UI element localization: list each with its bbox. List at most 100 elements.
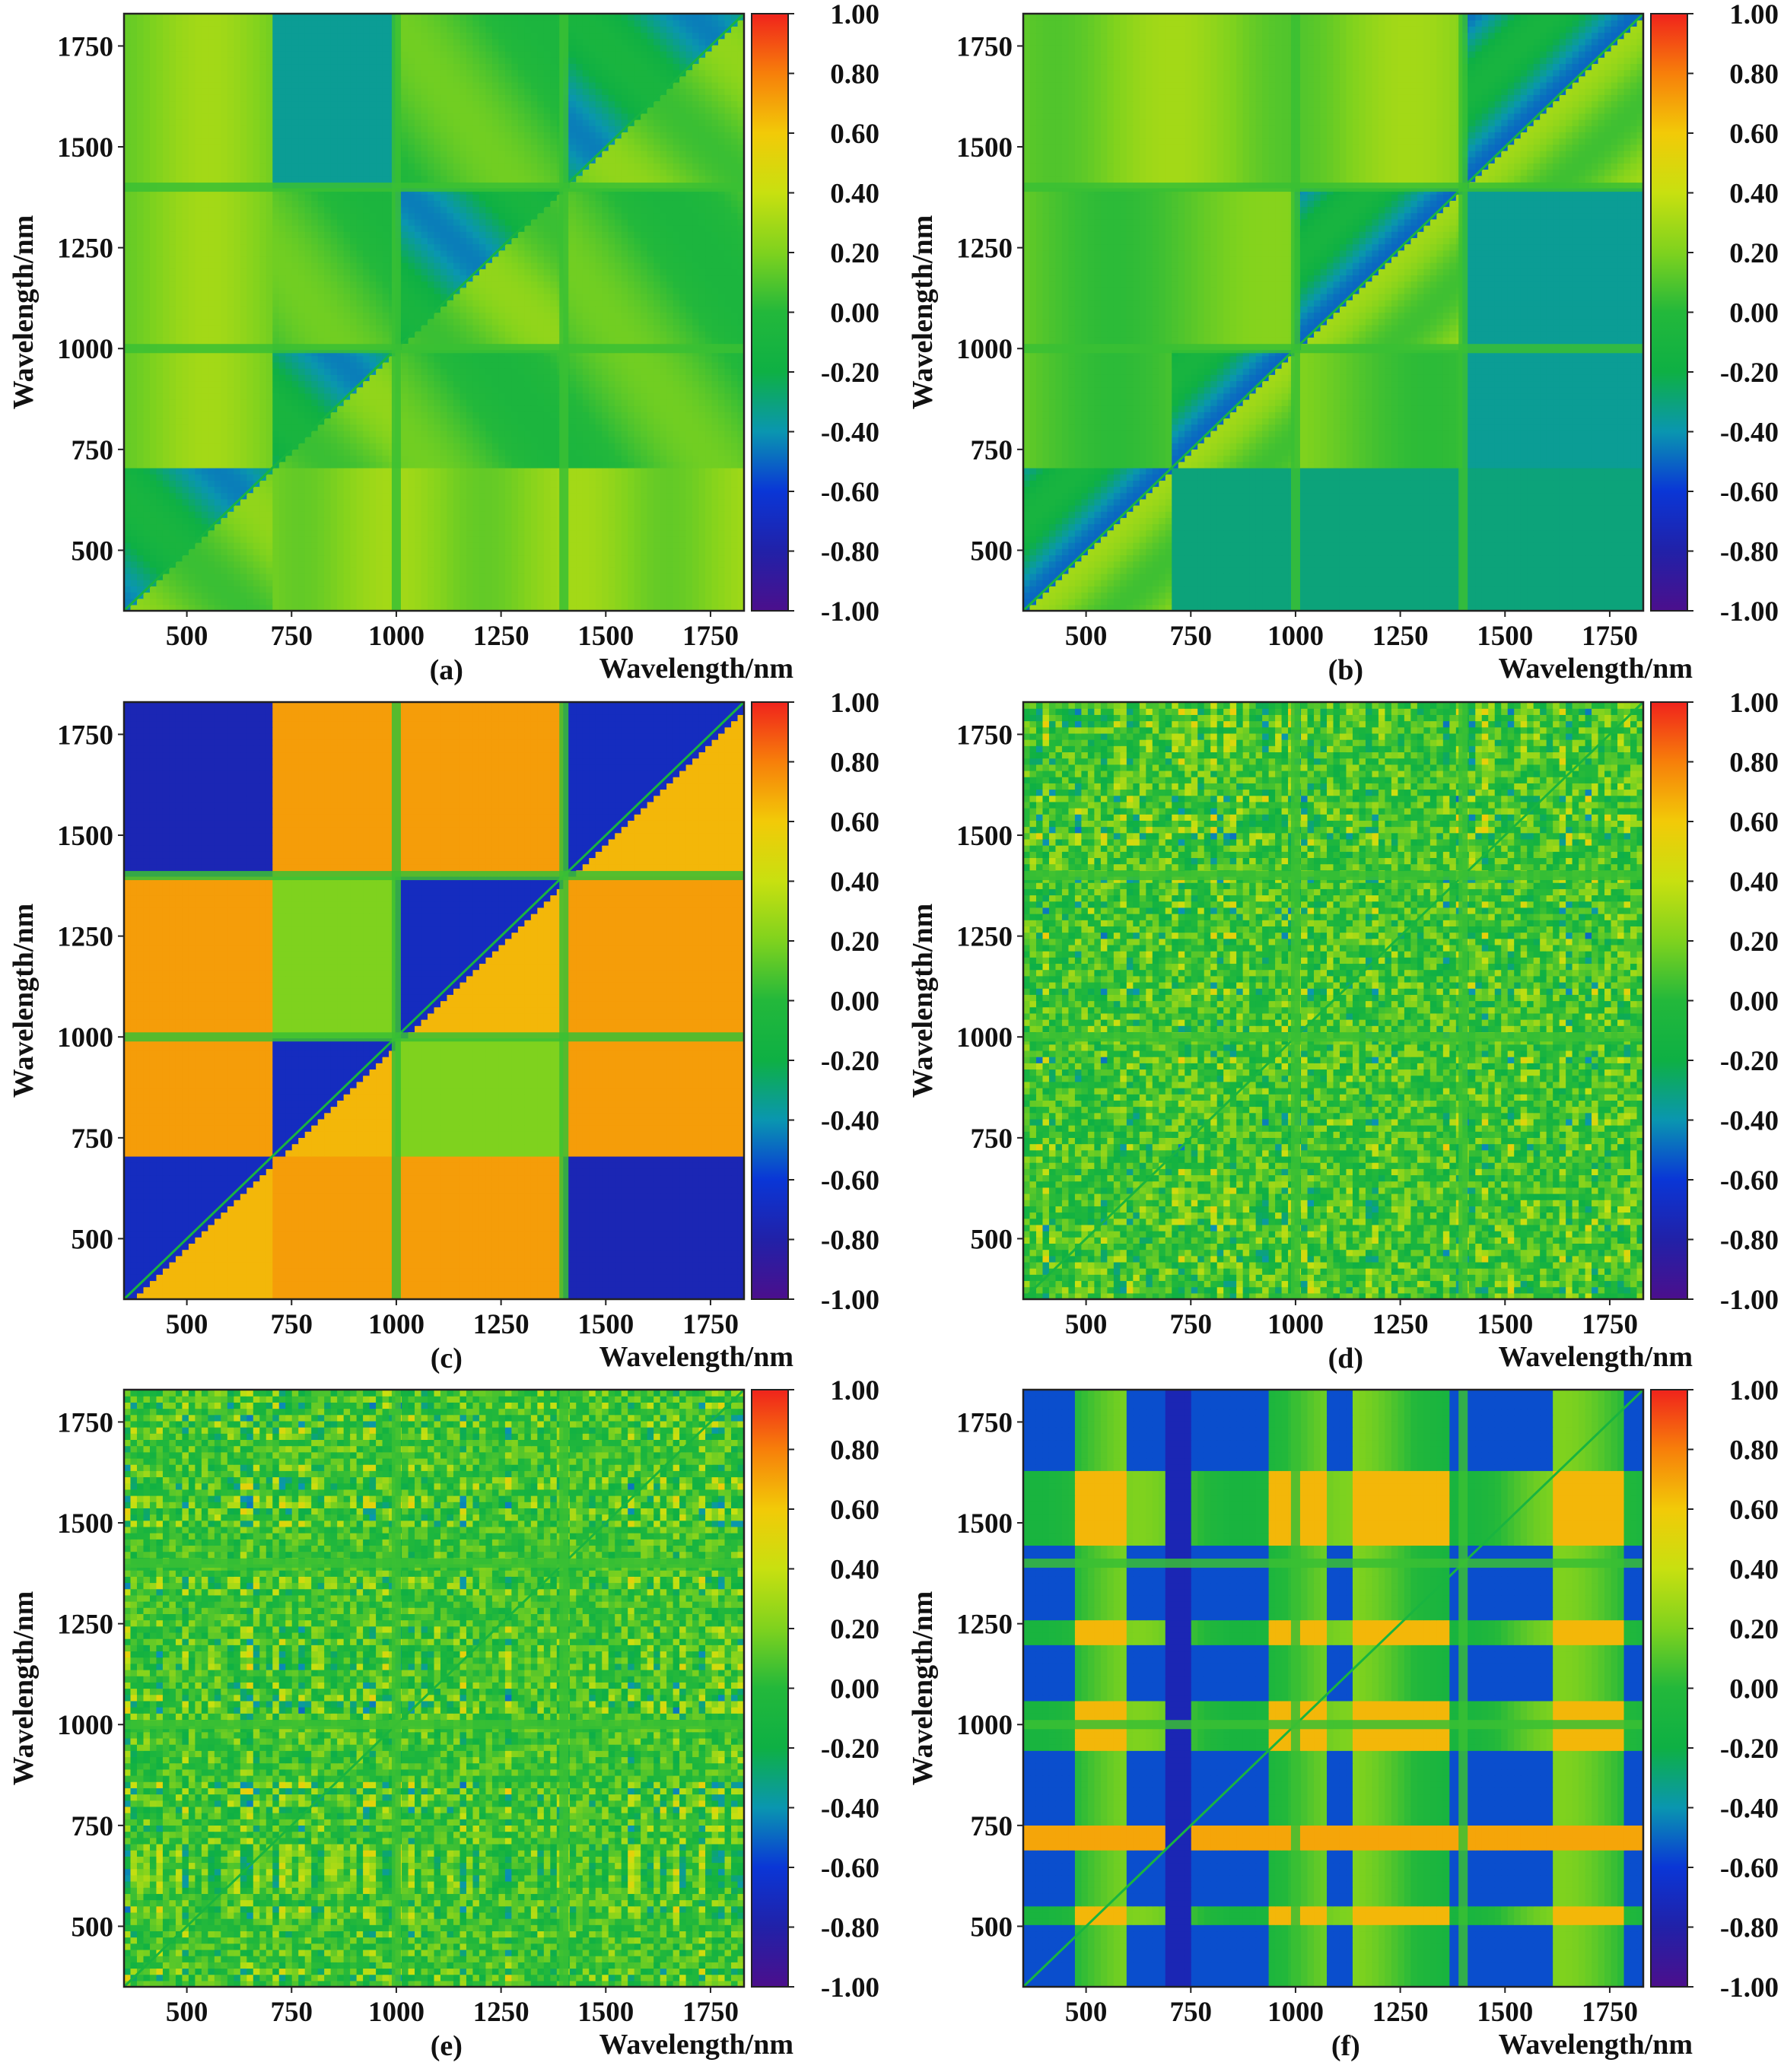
heatmap-cell	[602, 574, 609, 580]
heatmap-cell	[660, 586, 667, 593]
heatmap-cell	[434, 574, 441, 580]
heatmap-cell	[602, 586, 609, 593]
heatmap-cell	[298, 592, 305, 599]
heatmap-cell	[189, 599, 196, 605]
heatmap-cell	[202, 574, 208, 580]
heatmap-cell	[447, 592, 453, 599]
heatmap-cell	[537, 567, 544, 574]
heatmap-cell	[163, 580, 170, 586]
heatmap-cell	[357, 592, 364, 599]
heatmap-cell	[305, 599, 312, 605]
heatmap-cell	[266, 574, 273, 580]
heatmap-cell	[679, 567, 686, 574]
heatmap-cell	[202, 586, 208, 593]
heatmap-cell	[440, 586, 447, 593]
heatmap-cell	[156, 586, 163, 593]
heatmap-cell	[169, 580, 176, 586]
heatmap-cell	[350, 586, 357, 593]
heatmap-cell	[324, 599, 331, 605]
heatmap-cell	[718, 574, 725, 580]
heatmap-cell	[531, 586, 538, 593]
heatmap-cell	[357, 580, 364, 586]
heatmap-cell	[518, 592, 525, 599]
heatmap-cell	[363, 599, 370, 605]
heatmap-cell	[259, 580, 266, 586]
heatmap-cell	[415, 574, 421, 580]
heatmap-cell	[409, 574, 415, 580]
heatmap-cell	[686, 592, 693, 599]
heatmap-cell	[589, 592, 596, 599]
heatmap-cell	[383, 574, 390, 580]
heatmap-cell	[531, 580, 538, 586]
heatmap-cell	[272, 574, 279, 580]
heatmap-cell	[725, 586, 732, 593]
heatmap-cell	[647, 586, 654, 593]
heatmap-cell	[130, 586, 137, 593]
heatmap-cell	[615, 586, 622, 593]
heatmap-cell	[692, 567, 699, 574]
heatmap-cell	[227, 580, 234, 586]
heatmap-cell	[660, 599, 667, 605]
heatmap-cell	[472, 592, 479, 599]
heatmap-cell	[679, 580, 686, 586]
heatmap-cell	[195, 580, 202, 586]
heatmap-cell	[337, 592, 344, 599]
heatmap-cell	[266, 586, 273, 593]
heatmap-cell	[163, 592, 170, 599]
heatmap-cell	[647, 599, 654, 605]
heatmap-cell	[725, 592, 732, 599]
heatmap-cell	[189, 574, 196, 580]
heatmap-cell	[524, 580, 531, 586]
heatmap-cell	[202, 592, 208, 599]
heatmap-cell	[666, 592, 673, 599]
heatmap-cell	[576, 574, 583, 580]
heatmap-cell	[447, 567, 453, 574]
heatmap-cell	[246, 599, 253, 605]
heatmap-cell	[253, 580, 260, 586]
heatmap-cell	[531, 592, 538, 599]
heatmap-cell	[227, 599, 234, 605]
heatmap-cell	[666, 567, 673, 574]
heatmap-cell	[550, 580, 557, 586]
heatmap-cell	[622, 592, 628, 599]
heatmap-cell	[576, 586, 583, 593]
heatmap-cell	[537, 592, 544, 599]
heatmap-cell	[447, 574, 453, 580]
heatmap-cell	[518, 599, 525, 605]
heatmap-cell	[150, 567, 157, 574]
heatmap-cell	[615, 592, 622, 599]
heatmap-cell	[292, 586, 299, 593]
heatmap-cell	[272, 599, 279, 605]
heatmap-cell	[298, 567, 305, 574]
heatmap-cell	[221, 592, 227, 599]
heatmap-cell	[266, 592, 273, 599]
heatmap-cell	[679, 574, 686, 580]
heatmap-cell	[544, 599, 551, 605]
heatmap-cell	[440, 599, 447, 605]
heatmap-cell	[615, 580, 622, 586]
heatmap-cell	[324, 580, 331, 586]
heatmap-cell	[363, 567, 370, 574]
heatmap-cell	[725, 574, 732, 580]
heatmap-cell	[259, 599, 266, 605]
heatmap-cell	[409, 580, 415, 586]
heatmap-cell	[472, 567, 479, 574]
heatmap-cell	[344, 599, 351, 605]
heatmap-cell	[485, 580, 492, 586]
heatmap-cell	[370, 599, 377, 605]
heatmap-cell	[331, 592, 338, 599]
heatmap-cell	[331, 567, 338, 574]
heatmap-cell	[350, 574, 357, 580]
heatmap-cell	[505, 599, 512, 605]
heatmap-cell	[383, 567, 390, 574]
heatmap-cell	[195, 599, 202, 605]
heatmap-cell	[634, 599, 641, 605]
heatmap-cell	[466, 599, 473, 605]
heatmap-cell	[718, 592, 725, 599]
heatmap-cell	[331, 586, 338, 593]
heatmap-cell	[415, 580, 421, 586]
heatmap-cell	[124, 580, 131, 586]
heatmap-cell	[176, 599, 183, 605]
heatmap-cell	[215, 599, 221, 605]
heatmap-cell	[492, 592, 499, 599]
